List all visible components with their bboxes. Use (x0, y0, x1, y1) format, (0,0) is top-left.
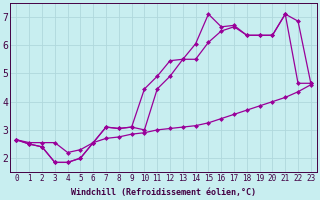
X-axis label: Windchill (Refroidissement éolien,°C): Windchill (Refroidissement éolien,°C) (71, 188, 256, 197)
